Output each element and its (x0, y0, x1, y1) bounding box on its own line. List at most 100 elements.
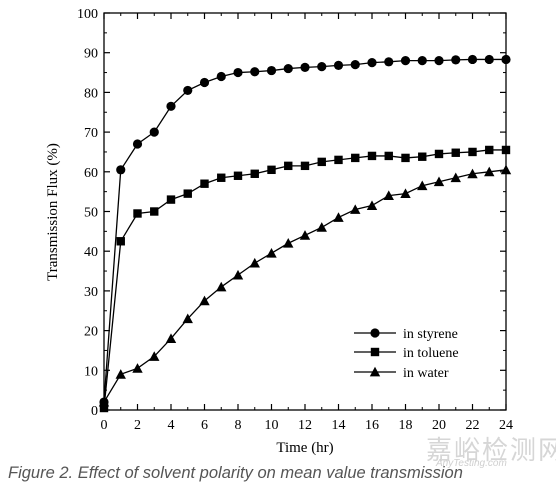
data-point-water (500, 164, 512, 175)
data-point-water (333, 212, 344, 222)
data-point-toluene (468, 147, 477, 157)
data-point-water (417, 180, 428, 191)
data-point-styrene (333, 60, 344, 71)
data-point-water (232, 269, 244, 280)
x-tick-label: 2 (134, 418, 141, 433)
data-point-water (366, 200, 378, 210)
x-tick-label: 14 (332, 418, 346, 433)
data-point-water (266, 247, 277, 258)
legend-marker-toluene (370, 347, 380, 357)
data-point-water (165, 333, 177, 343)
y-tick-label: 20 (84, 325, 98, 340)
data-point-water (98, 396, 110, 407)
y-tick-label: 90 (84, 47, 98, 62)
data-point-water (450, 172, 461, 183)
data-point-toluene (133, 209, 142, 218)
data-point-styrene (216, 71, 226, 82)
data-point-toluene (233, 171, 243, 180)
x-tick-label: 22 (466, 418, 480, 433)
data-point-water (283, 238, 294, 248)
data-point-toluene (200, 179, 209, 188)
data-point-water (182, 313, 193, 324)
y-tick-label: 60 (84, 166, 98, 181)
x-tick-label: 20 (432, 418, 446, 433)
data-point-toluene (300, 161, 310, 171)
y-tick-label: 70 (84, 126, 98, 141)
data-point-toluene (267, 165, 276, 175)
data-point-water (383, 190, 394, 201)
data-point-toluene (418, 152, 427, 161)
data-point-toluene (451, 148, 460, 157)
data-point-toluene (434, 149, 444, 159)
axis-ticks: 0 2 4 6 8 10 12 14 16 18 20 22 240102030405060708090… (77, 7, 513, 433)
legend-label-toluene: in toluene (403, 346, 459, 361)
data-point-water (350, 204, 361, 214)
data-point-toluene (183, 189, 192, 198)
data-point-styrene (266, 65, 277, 76)
watermark-site: AnyTesting.com (436, 458, 507, 469)
data-point-water (115, 369, 126, 379)
data-point-water (433, 176, 445, 187)
data-point-toluene (150, 207, 159, 216)
legend-label-water: in water (403, 366, 449, 381)
x-tick-label: 16 (365, 418, 379, 433)
data-point-styrene (400, 56, 411, 66)
data-point-styrene (484, 54, 494, 65)
data-point-styrene (501, 54, 511, 65)
data-point-water (299, 230, 311, 240)
data-point-styrene (300, 62, 310, 72)
x-axis-label: Time (hr) (276, 440, 333, 456)
data-point-toluene (485, 145, 494, 155)
x-tick-label: 18 (399, 418, 413, 433)
data-series (98, 54, 512, 413)
data-point-styrene (250, 67, 260, 77)
x-tick-label: 8 (235, 418, 242, 433)
data-point-styrene (467, 54, 478, 65)
legend: in styrene in toluene in water (354, 327, 459, 381)
legend-marker-water (369, 366, 381, 377)
x-tick-label: 12 (298, 418, 312, 433)
data-point-toluene (250, 169, 259, 178)
watermark-brand: 嘉峪检测网 (426, 435, 556, 465)
data-point-styrene (384, 57, 394, 67)
data-point-toluene (217, 173, 226, 182)
data-point-water (216, 281, 227, 292)
x-tick-label: 24 (499, 418, 513, 433)
data-point-styrene (350, 60, 360, 70)
transmission-flux-chart: 0 2 4 6 8 10 12 14 16 18 20 22 240102030405060708090… (45, 7, 513, 456)
y-tick-label: 40 (84, 245, 98, 260)
data-point-water (467, 168, 478, 179)
data-point-styrene (199, 77, 210, 88)
data-point-toluene (334, 155, 343, 165)
data-point-toluene (501, 145, 511, 155)
data-point-styrene (132, 139, 143, 149)
y-tick-label: 100 (77, 7, 98, 22)
y-tick-label: 50 (84, 206, 98, 221)
data-point-styrene (183, 85, 193, 96)
data-point-toluene (384, 151, 393, 161)
data-point-water (199, 295, 210, 306)
legend-label-styrene: in styrene (403, 327, 458, 342)
data-point-styrene (434, 56, 444, 66)
data-point-water (132, 363, 143, 373)
data-point-toluene (367, 151, 377, 161)
x-tick-label: 6 (201, 418, 208, 433)
x-tick-label: 4 (168, 418, 175, 433)
data-point-styrene (233, 67, 243, 78)
data-point-styrene (166, 101, 176, 111)
data-point-toluene (401, 153, 410, 163)
y-tick-label: 80 (84, 86, 98, 101)
data-point-toluene (116, 237, 125, 246)
data-point-toluene (317, 157, 326, 167)
data-point-water (249, 257, 260, 268)
data-point-toluene (99, 403, 109, 413)
data-point-water (400, 188, 411, 199)
y-tick-label: 0 (91, 404, 98, 419)
data-point-styrene (149, 127, 159, 137)
data-point-styrene (417, 56, 427, 66)
data-point-styrene (367, 58, 377, 68)
data-point-water (149, 351, 160, 361)
x-tick-label: 0 (101, 418, 108, 433)
data-point-toluene (166, 195, 176, 204)
y-tick-label: 30 (84, 285, 98, 300)
